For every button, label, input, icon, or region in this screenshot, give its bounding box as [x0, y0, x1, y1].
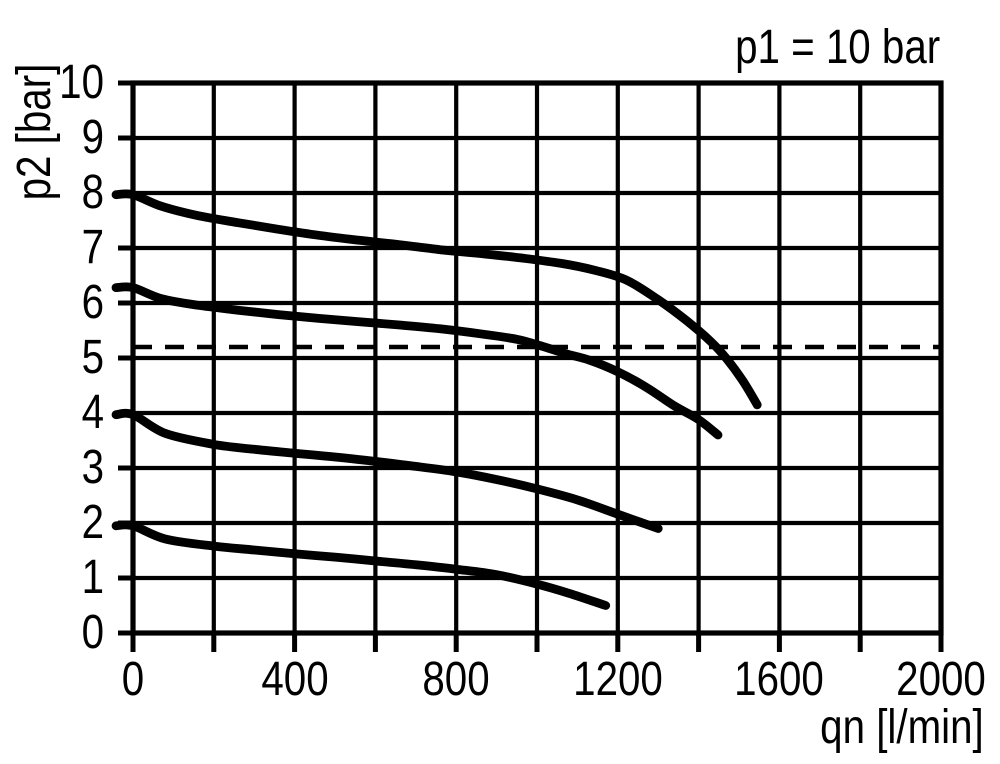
x-axis-title: qn [l/min]	[820, 701, 984, 754]
chart-title: p1 = 10 bar	[734, 21, 940, 74]
y-tick-label-8: 8	[81, 166, 104, 219]
y-tick-label-7: 7	[81, 221, 104, 274]
x-tick-label-0: 0	[121, 653, 145, 706]
pressure-curve-4-curve-4-start-2.0-bar	[111, 520, 611, 610]
y-tick-label-4: 4	[81, 386, 104, 439]
y-tick-label-3: 3	[81, 441, 104, 494]
x-tick-label-800: 800	[422, 653, 490, 706]
pressure-curve-1-curve-1-start-8.0-bar	[111, 189, 762, 410]
plot-border	[130, 80, 944, 636]
pressure-curve-3-curve-3-start-4.0-bar	[111, 408, 663, 533]
y-tick-label-5: 5	[81, 331, 104, 384]
y-tick-label-0: 0	[81, 606, 104, 659]
x-tick-label-400: 400	[260, 653, 329, 706]
y-tick-label-10: 10	[59, 56, 104, 109]
x-tick-label-1600: 1600	[734, 653, 825, 706]
y-tick-label-9: 9	[81, 111, 104, 164]
y-tick-label-6: 6	[81, 276, 104, 329]
y-tick-label-2: 2	[81, 496, 104, 549]
y-tick-label-1: 1	[81, 551, 104, 604]
x-tick-label-2000: 2000	[896, 653, 986, 706]
pressure-curve-2-curve-2-start-6.3-bar	[111, 282, 723, 440]
x-tick-label-1200: 1200	[572, 653, 663, 706]
axis-ticks	[118, 80, 944, 652]
